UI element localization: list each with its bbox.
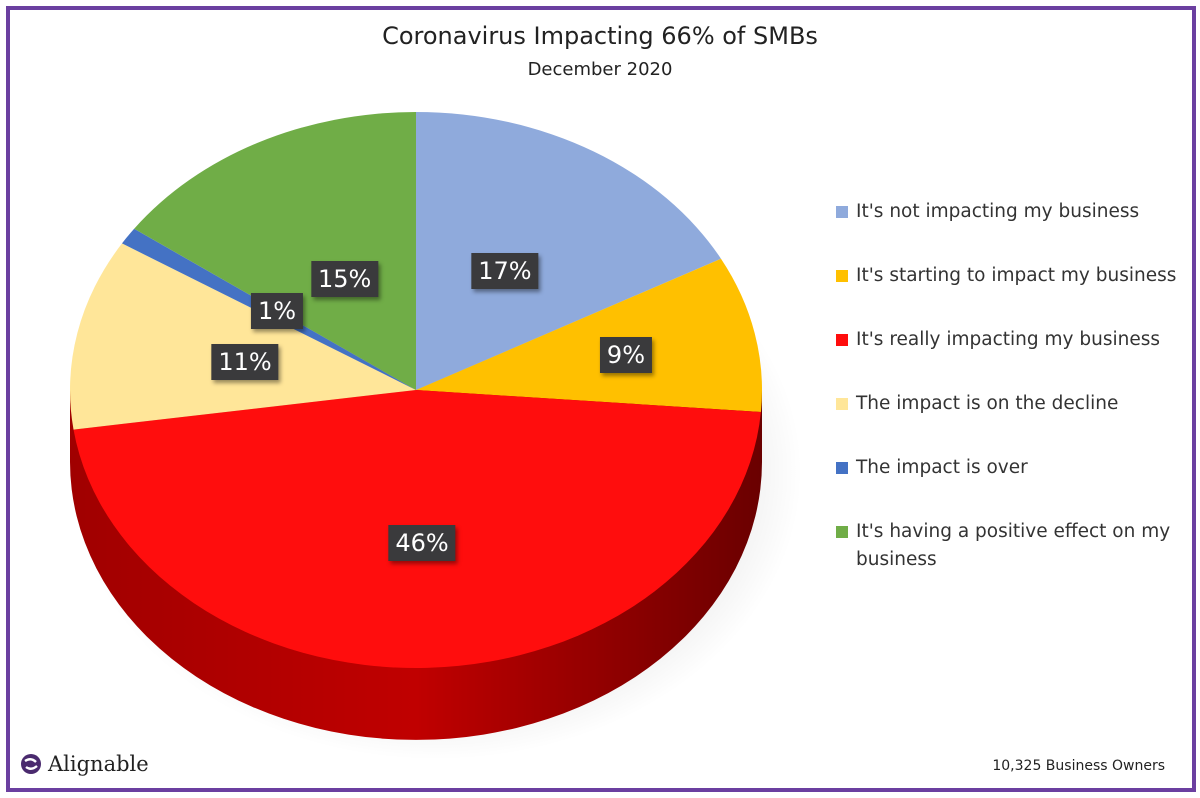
legend-swatch bbox=[836, 334, 848, 346]
chart-title: Coronavirus Impacting 66% of SMBs bbox=[382, 22, 818, 50]
data-label: 11% bbox=[211, 344, 279, 380]
data-label: 46% bbox=[388, 524, 456, 561]
frame-border bbox=[6, 6, 1196, 792]
legend-item: It's starting to impact my business bbox=[834, 262, 1184, 290]
legend-label: It's not impacting my business bbox=[856, 201, 1140, 222]
alignable-logo-icon bbox=[21, 754, 41, 774]
legend-item: It's not impacting my business bbox=[834, 198, 1184, 226]
data-label: 17% bbox=[471, 252, 539, 289]
chart-subtitle: December 2020 bbox=[527, 59, 673, 80]
legend-swatch bbox=[836, 206, 848, 218]
legend-swatch bbox=[836, 398, 848, 410]
legend: It's not impacting my business It's start… bbox=[834, 198, 1184, 610]
pie-slice bbox=[416, 258, 762, 413]
legend-label: It's really impacting my business bbox=[856, 329, 1160, 350]
legend-item: It's having a positive effect on my busi… bbox=[834, 518, 1184, 574]
pie-slice bbox=[70, 243, 417, 430]
legend-label: The impact is over bbox=[856, 457, 1028, 478]
legend-label: It's having a positive effect on my busi… bbox=[856, 521, 1171, 570]
legend-item: The impact is on the decline bbox=[834, 390, 1184, 418]
sample-size: 10,325 Business Owners bbox=[992, 758, 1165, 774]
legend-item: It's really impacting my business bbox=[834, 326, 1184, 354]
legend-swatch bbox=[836, 462, 848, 474]
legend-swatch bbox=[836, 526, 848, 538]
legend-label: It's starting to impact my business bbox=[856, 265, 1177, 286]
data-label: 1% bbox=[250, 293, 304, 329]
brand-name: Alignable bbox=[48, 752, 149, 776]
pie-slice bbox=[416, 112, 721, 390]
legend-label: The impact is on the decline bbox=[856, 393, 1119, 414]
pie-slice bbox=[134, 112, 416, 390]
data-label: 15% bbox=[310, 260, 379, 297]
data-label: 9% bbox=[599, 336, 653, 373]
legend-swatch bbox=[836, 270, 848, 282]
alignable-logo: Alignable bbox=[20, 752, 149, 776]
legend-item: The impact is over bbox=[834, 454, 1184, 482]
